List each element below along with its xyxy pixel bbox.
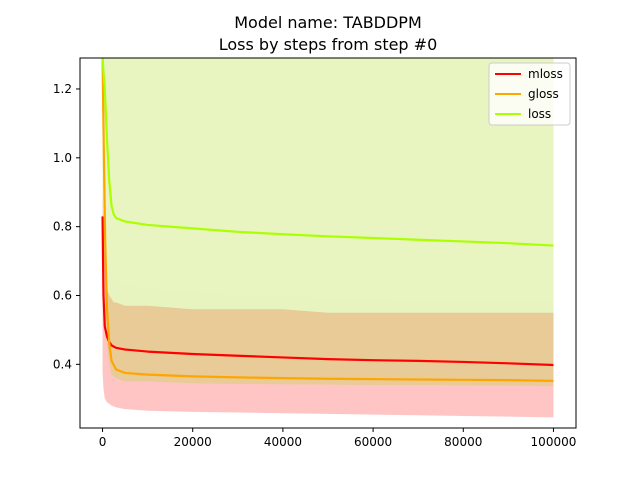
x-tick-label: 60000 [354, 435, 392, 449]
y-tick-label: 0.8 [53, 220, 72, 234]
line-gloss [101, 58, 554, 382]
chart-subtitle: Loss by steps from step #0 [219, 35, 438, 54]
plot-frame [79, 57, 577, 429]
legend-label-gloss: gloss [528, 87, 559, 101]
x-axis: 0 20000 40000 60000 80000 100000 [99, 428, 577, 449]
x-tick-label: 100000 [531, 435, 577, 449]
legend-label-mloss: mloss [528, 67, 563, 81]
y-tick-label: 0.6 [53, 288, 72, 302]
y-tick-label: 0.4 [53, 357, 72, 371]
x-tick-label: 80000 [444, 435, 482, 449]
y-axis: 0.4 0.6 0.8 1.0 1.2 [53, 82, 80, 371]
noise-bands [102, 58, 554, 418]
y-tick-label: 1.2 [53, 82, 72, 96]
series-lines [101, 58, 554, 382]
legend: mloss gloss loss [488, 62, 571, 126]
legend-box [488, 62, 571, 126]
chart-title: Model name: TABDDPM [234, 13, 422, 32]
x-tick-label: 0 [99, 435, 107, 449]
x-tick-label: 20000 [174, 435, 212, 449]
line-loss [101, 58, 554, 247]
y-tick-label: 1.0 [53, 151, 72, 165]
line-mloss [101, 216, 554, 367]
x-tick-label: 40000 [264, 435, 302, 449]
band-loss [102, 58, 554, 313]
legend-label-loss: loss [528, 107, 551, 121]
